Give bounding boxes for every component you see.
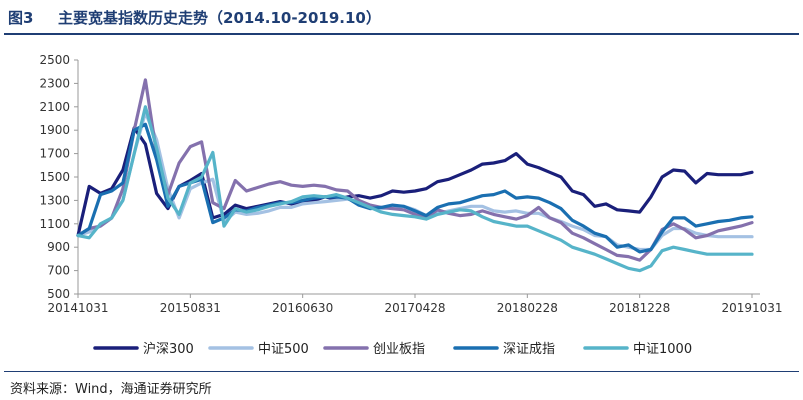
x-tick-label: 20181228 — [609, 301, 670, 315]
series-line-4 — [76, 122, 754, 254]
figure-title: 主要宽基指数历史走势（2014.10-2019.10） — [58, 9, 381, 27]
x-tick-label: 20180228 — [497, 301, 558, 315]
series-line-3 — [76, 78, 754, 262]
legend-label: 创业板指 — [373, 342, 425, 357]
y-tick-label: 1700 — [39, 147, 70, 161]
y-tick-label: 1500 — [39, 170, 70, 184]
source-divider — [4, 371, 799, 372]
y-tick-label: 2100 — [39, 100, 70, 114]
series-line-1 — [76, 126, 754, 238]
line-chart: 500 700 900 1100 1300 1500 1700 1900 2100 2300 250… — [39, 53, 782, 357]
title-divider — [4, 33, 799, 35]
y-tick-label: 700 — [47, 264, 70, 278]
y-tick-label: 1100 — [39, 217, 70, 231]
x-tick-label: 20141031 — [47, 301, 108, 315]
legend-label: 中证500 — [258, 342, 309, 357]
y-tick-label: 500 — [47, 287, 70, 301]
y-tick-label: 1900 — [39, 123, 70, 137]
figure-number: 图3 — [8, 9, 34, 27]
y-tick-label: 2300 — [39, 76, 70, 90]
y-tick-label: 2500 — [39, 53, 70, 67]
series-line-5 — [76, 105, 754, 273]
figure-header: 图3 主要宽基指数历史走势（2014.10-2019.10） — [0, 0, 803, 34]
source-note: 资料来源：Wind，海通证券研究所 — [10, 382, 212, 397]
y-tick-label: 1300 — [39, 193, 70, 207]
legend-label: 深证成指 — [503, 342, 555, 357]
x-tick-label: 20191031 — [721, 301, 782, 315]
legend-label: 沪深300 — [143, 341, 194, 357]
x-tick-label: 20170428 — [384, 301, 445, 315]
y-tick-label: 900 — [47, 240, 70, 254]
x-tick-label: 20160630 — [272, 301, 333, 315]
x-tick-label: 20150831 — [160, 301, 221, 315]
legend-label: 中证1000 — [633, 342, 692, 357]
series-line-2 — [76, 111, 754, 252]
